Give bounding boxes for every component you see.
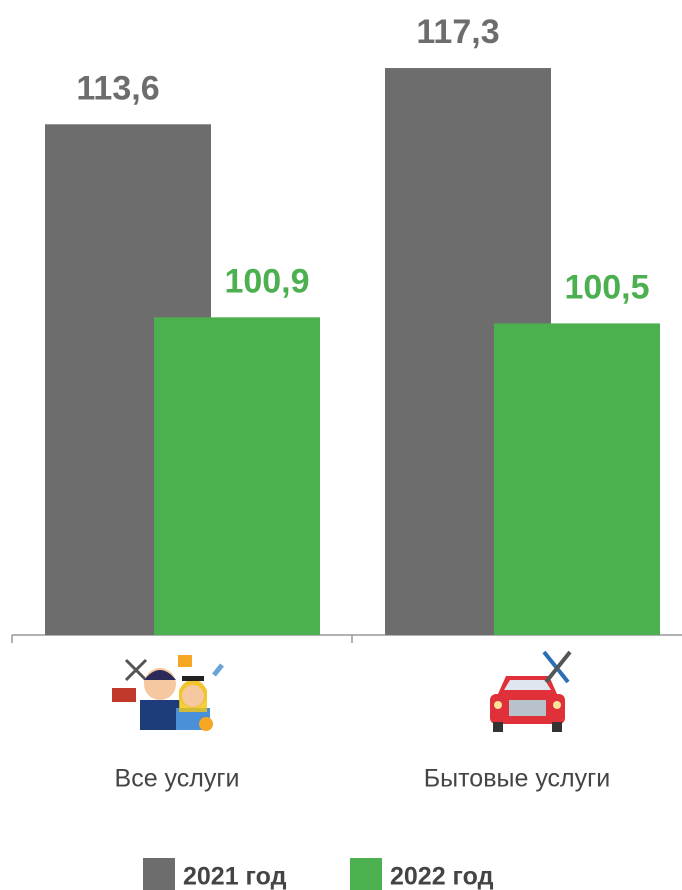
legend-label: 2022 год: [390, 863, 494, 890]
icon-people: [112, 655, 224, 731]
value-label: 100,9: [224, 262, 309, 300]
legend-swatch: [143, 858, 175, 890]
value-label: 117,3: [416, 13, 499, 51]
value-label: 113,6: [76, 69, 159, 107]
value-label: 100,5: [564, 268, 649, 306]
x-tick-label: Все услуги: [115, 765, 240, 793]
bar: [154, 317, 320, 635]
legend-label: 2021 год: [183, 863, 287, 890]
legend-swatch: [350, 858, 382, 890]
x-tick-label: Бытовые услуги: [424, 765, 610, 793]
icon-car: [490, 650, 572, 732]
bar: [494, 323, 660, 635]
